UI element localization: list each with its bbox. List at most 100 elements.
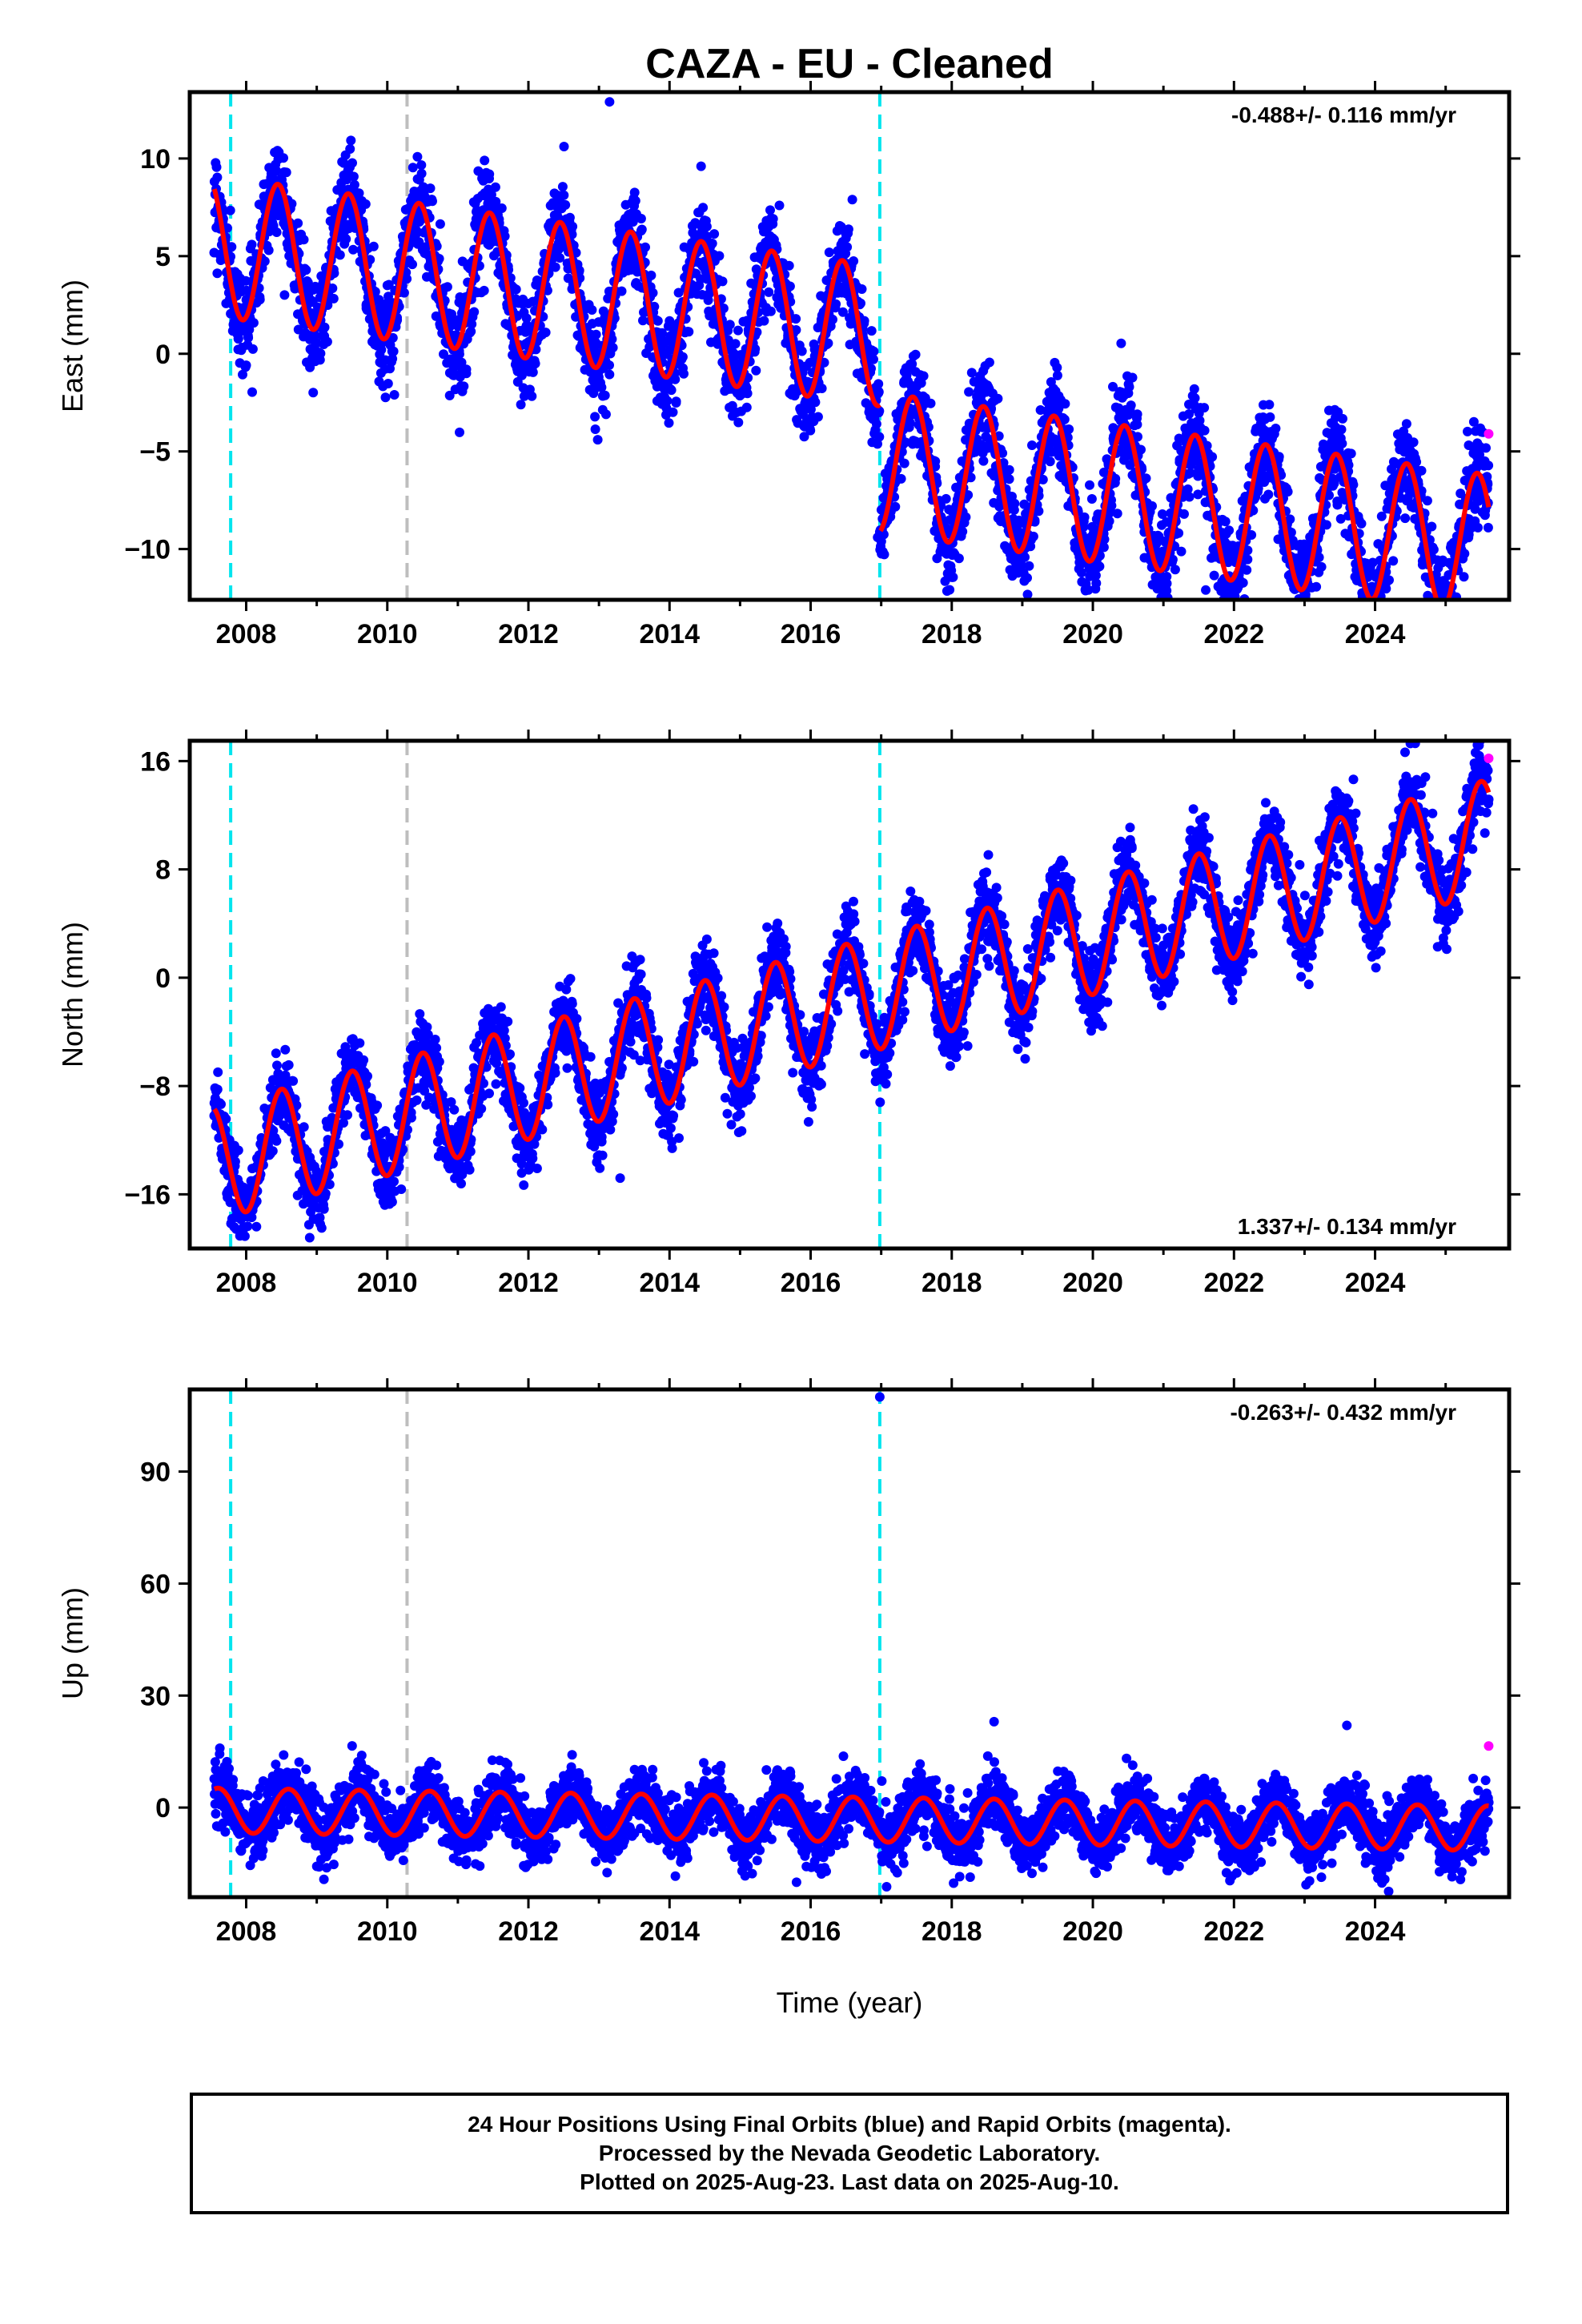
point [831, 299, 841, 309]
point [444, 390, 455, 400]
point [1356, 518, 1367, 529]
point [280, 1044, 291, 1055]
point [1176, 546, 1186, 557]
point [1220, 517, 1231, 527]
point [1028, 531, 1038, 541]
point [255, 292, 265, 302]
point [873, 387, 884, 397]
point [345, 144, 355, 154]
point [1302, 613, 1311, 623]
point [1337, 438, 1347, 448]
point [869, 354, 878, 364]
point [1422, 496, 1432, 506]
point [733, 325, 743, 336]
point [1401, 419, 1411, 429]
point [319, 1204, 329, 1214]
point [1132, 409, 1142, 420]
point [383, 279, 394, 290]
point [677, 352, 688, 362]
point [1099, 534, 1110, 545]
point [324, 1180, 335, 1189]
point [319, 322, 330, 332]
point [303, 277, 313, 287]
point [466, 326, 476, 336]
point [1321, 520, 1331, 530]
point [540, 328, 551, 338]
point [1388, 556, 1399, 566]
point [1116, 338, 1126, 348]
point [1289, 609, 1299, 618]
point [408, 259, 417, 270]
point [1375, 606, 1385, 616]
point [348, 244, 359, 255]
point [1060, 399, 1070, 409]
point [288, 1076, 299, 1086]
point [271, 227, 282, 237]
point [966, 472, 976, 483]
point [233, 333, 243, 344]
point [866, 326, 877, 336]
point [1432, 613, 1442, 622]
point [961, 512, 971, 522]
point [211, 162, 222, 172]
point [636, 224, 647, 235]
point [511, 284, 521, 295]
point [733, 417, 744, 428]
point [301, 265, 311, 275]
point [998, 448, 1008, 458]
north-data [209, 741, 1494, 1248]
point [328, 293, 339, 304]
point [797, 346, 807, 356]
point [216, 1099, 226, 1109]
point [248, 318, 259, 328]
point [810, 397, 821, 408]
point [592, 435, 603, 445]
point [741, 402, 752, 412]
point [857, 284, 867, 294]
point [1432, 614, 1442, 624]
point [434, 254, 444, 263]
point [1307, 606, 1316, 616]
point [243, 1221, 253, 1232]
point [1133, 432, 1142, 442]
x-tick-label: 2016 [781, 619, 841, 649]
point [679, 368, 689, 379]
point [1045, 456, 1055, 467]
point [412, 225, 421, 235]
point [1304, 642, 1314, 652]
point [486, 190, 496, 200]
point [1368, 608, 1378, 617]
point [1411, 456, 1422, 467]
point [714, 251, 725, 261]
point [805, 425, 816, 436]
point [984, 357, 994, 368]
point [241, 360, 251, 371]
point [1271, 424, 1281, 433]
point [1434, 616, 1443, 625]
point [1442, 637, 1452, 646]
point [388, 346, 399, 356]
outlier-point [389, 389, 400, 400]
point [1263, 489, 1274, 500]
point [414, 237, 424, 247]
point [1430, 614, 1439, 624]
point [698, 203, 709, 213]
point [374, 295, 384, 305]
point [560, 199, 571, 210]
point [604, 369, 615, 380]
point [842, 242, 853, 252]
y-tick-label: −10 [124, 535, 171, 565]
point [649, 301, 660, 312]
point [945, 585, 955, 595]
point [707, 239, 717, 248]
point [1314, 553, 1324, 562]
point [247, 239, 257, 250]
point [954, 553, 964, 564]
point [1362, 605, 1371, 615]
point [259, 256, 270, 267]
point [646, 270, 656, 280]
point [696, 161, 706, 171]
point [251, 1221, 262, 1232]
point [648, 287, 658, 298]
